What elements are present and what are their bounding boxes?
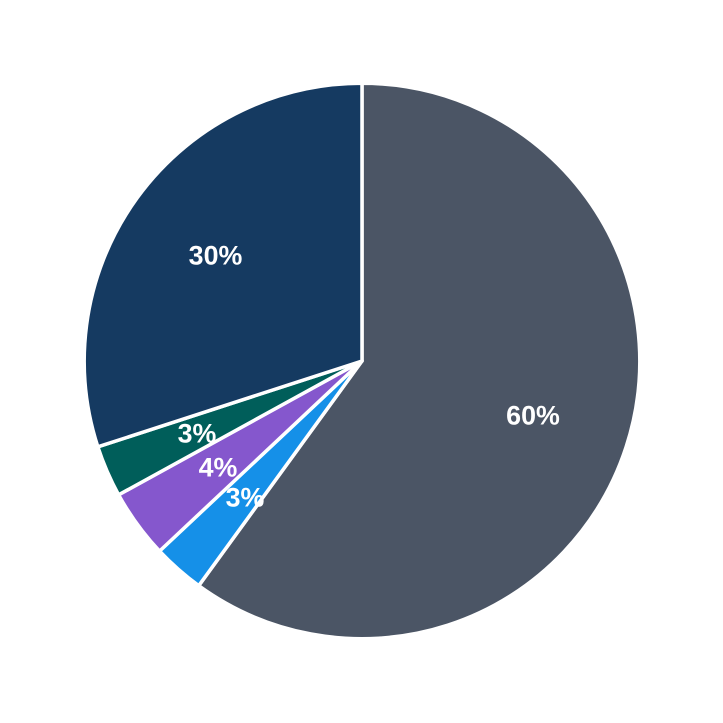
svg-text:30%: 30% [189,241,243,271]
svg-text:4%: 4% [199,453,238,483]
svg-text:3%: 3% [226,482,265,512]
svg-text:60%: 60% [506,400,560,430]
svg-text:3%: 3% [178,419,217,449]
